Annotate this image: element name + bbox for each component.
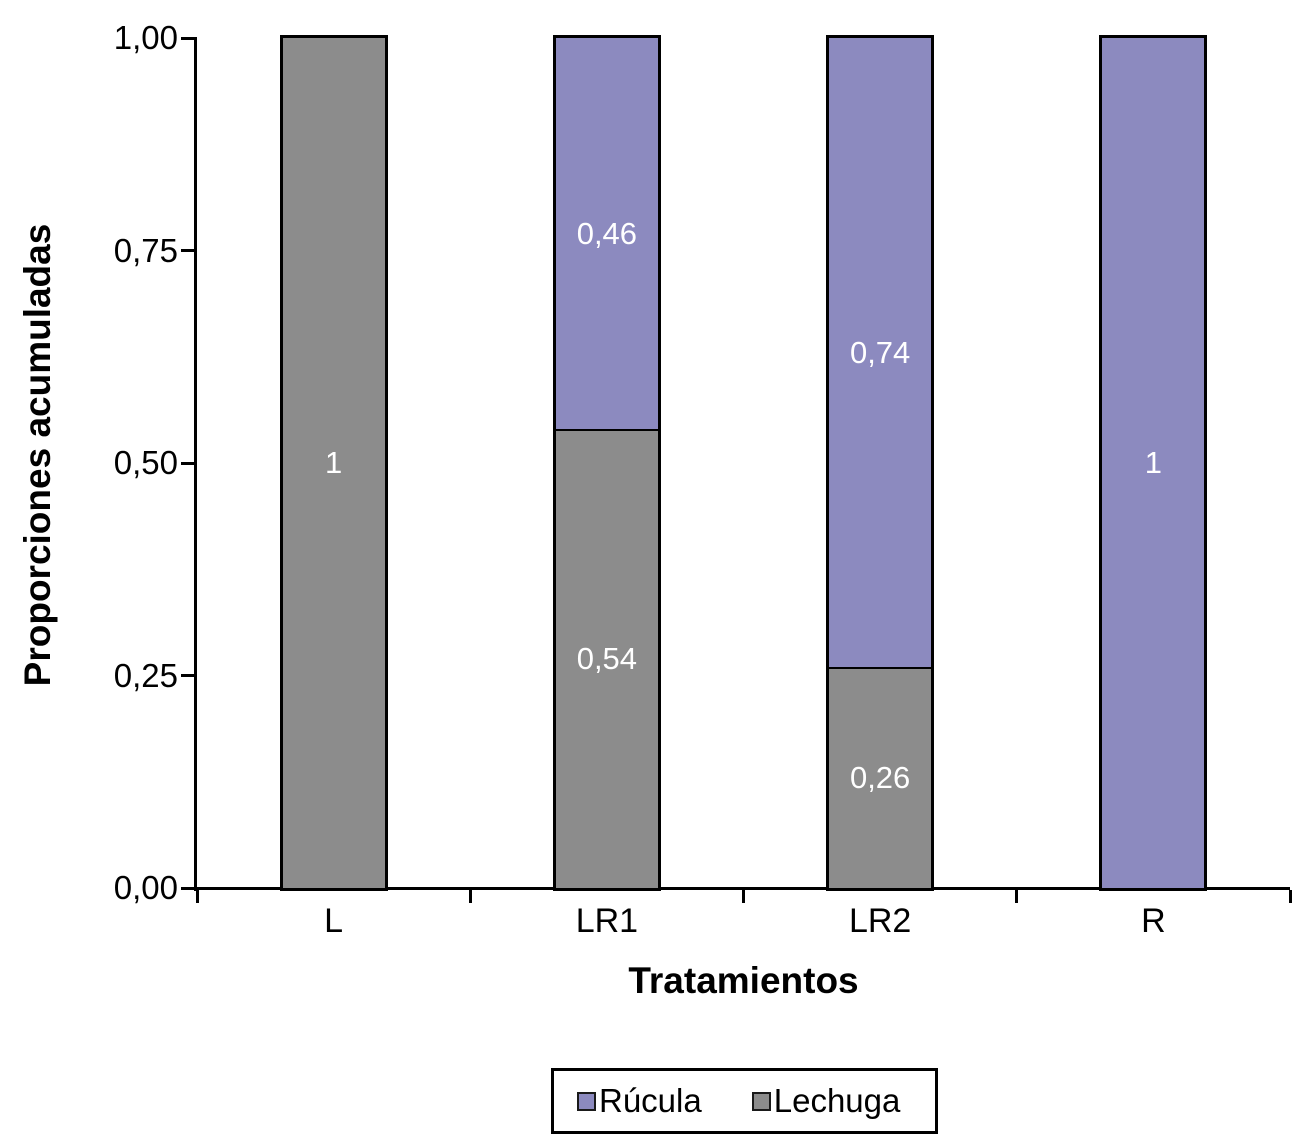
- y-tick-label: 0,75: [113, 231, 178, 269]
- legend: Rúcula Lechuga: [551, 1068, 938, 1134]
- bar-value-label: 0,46: [576, 215, 638, 251]
- legend-swatch-icon: [751, 1091, 771, 1111]
- legend-item-label: Rúcula: [599, 1082, 702, 1119]
- x-tick-mark: [742, 890, 745, 903]
- segment-rúcula: [829, 38, 932, 667]
- x-axis-title: Tratamientos: [628, 960, 859, 1001]
- x-category-label: R: [1141, 902, 1166, 940]
- segment-lechuga: [555, 429, 658, 888]
- legend-item-rúcula: Rúcula: [577, 1083, 702, 1119]
- y-tick-label: 0,25: [113, 656, 178, 694]
- bar-R: 1: [1099, 35, 1208, 891]
- x-tick-mark: [468, 890, 472, 903]
- y-tick-label: 0,50: [113, 444, 178, 481]
- y-tick-mark: [181, 249, 194, 252]
- bar-segments: 0,26 0,74: [829, 38, 932, 888]
- x-category-label: LR1: [575, 902, 639, 940]
- y-axis-line: [194, 37, 197, 891]
- x-axis-line: [194, 887, 1290, 890]
- segment-lechuga: [829, 667, 932, 888]
- x-tick-mark: [1015, 890, 1019, 903]
- bar-L: 1: [279, 35, 388, 891]
- bar-LR1: 0,54 0,46: [552, 35, 661, 891]
- y-tick-mark: [181, 886, 194, 890]
- y-tick-mark: [181, 674, 194, 677]
- y-tick-label: 1,00: [113, 19, 178, 56]
- y-tick-label: 0,00: [113, 869, 178, 906]
- bar-value-label: 1: [325, 445, 343, 480]
- bar-LR2: 0,26 0,74: [826, 35, 935, 891]
- segment-rúcula: [1102, 38, 1205, 888]
- y-tick-mark: [181, 36, 194, 40]
- segment-rúcula: [555, 38, 658, 429]
- segment-lechuga: [282, 38, 385, 888]
- bar-segments: 0,54 0,46: [555, 38, 658, 888]
- segment-divider: [829, 665, 932, 669]
- x-tick-mark: [1288, 890, 1292, 903]
- legend-swatch-icon: [577, 1091, 596, 1111]
- bar-value-label: 0,54: [576, 640, 638, 676]
- legend-item-label: Lechuga: [773, 1082, 901, 1119]
- bar-segments: 1: [1102, 38, 1205, 888]
- segment-divider: [555, 427, 658, 431]
- bar-value-label: 1: [1144, 445, 1162, 480]
- bar-value-label: 0,26: [849, 759, 911, 795]
- x-category-label: LR2: [848, 902, 912, 940]
- bar-segments: 1: [282, 38, 385, 888]
- bar-value-label: 0,74: [849, 334, 911, 370]
- y-tick-mark: [181, 461, 194, 465]
- x-category-label: L: [324, 902, 344, 940]
- legend-item-lechuga: Lechuga: [751, 1082, 901, 1119]
- x-tick-mark: [195, 890, 199, 903]
